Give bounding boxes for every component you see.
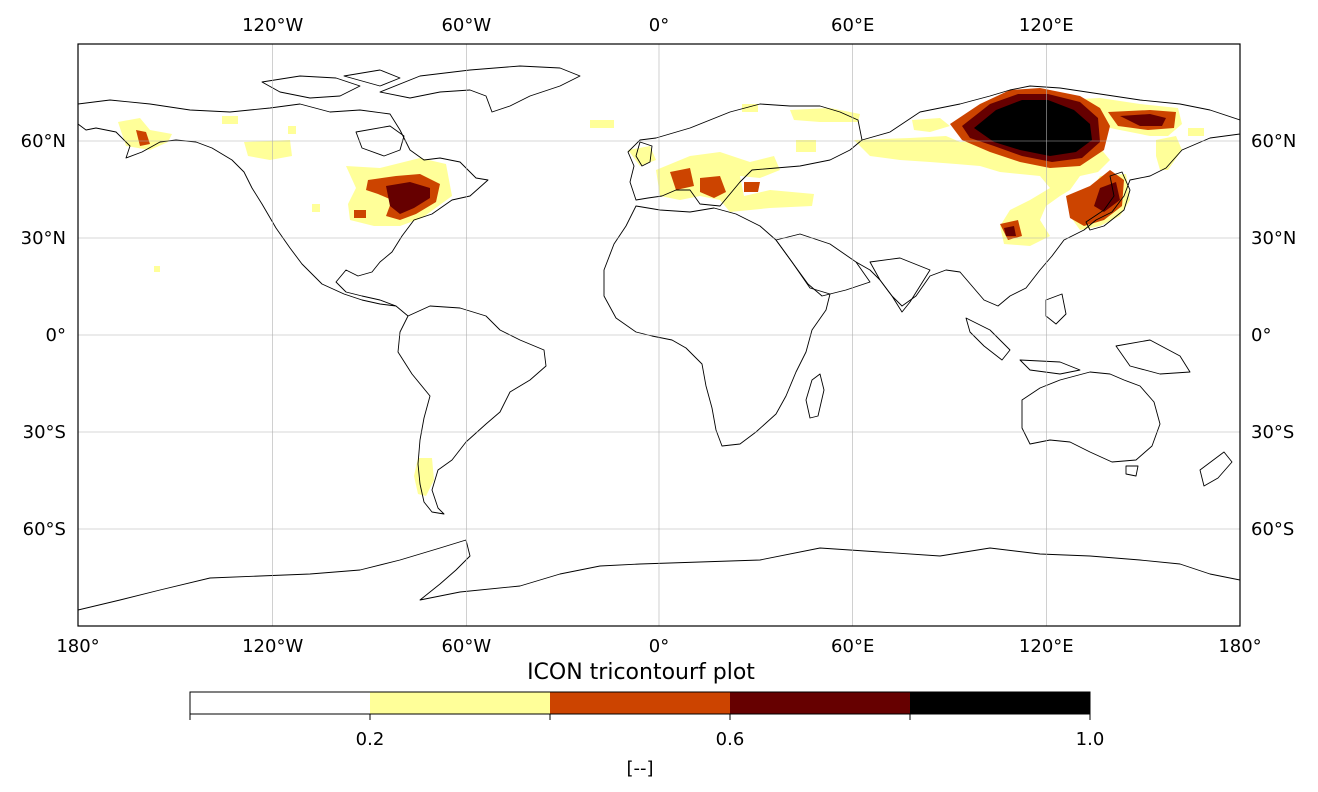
colorbar: 0.2 0.6 1.0 [--] [189, 691, 1105, 779]
lat-tick-label: 60°N [21, 131, 66, 152]
lon-tick-label: 120°E [1019, 636, 1074, 657]
colorbar-frame [189, 691, 1091, 715]
coastlines [78, 65, 1240, 611]
lon-tick-label: 180° [56, 636, 99, 657]
lon-tick-top-label: 60°E [831, 15, 874, 36]
contour-level-max [974, 100, 1092, 156]
lat-tick-right-label: 60°N [1251, 131, 1296, 152]
lon-tick-top-label: 0° [649, 15, 669, 36]
lon-tick-label: 60°E [831, 636, 874, 657]
lon-tick-top-label: 120°W [242, 15, 303, 36]
lat-tick-label: 60°S [23, 519, 66, 540]
lat-tick-label: 30°N [21, 228, 66, 249]
lat-axis-left: 60°N 30°N 0° 30°S 60°S [21, 131, 66, 540]
lon-tick-top-label: 60°W [441, 15, 491, 36]
map-frame [77, 43, 1241, 627]
lon-tick-label: 0° [649, 636, 669, 657]
colorbar-tick-label: 0.2 [356, 729, 385, 750]
colorbar-segment [550, 692, 730, 714]
colorbar-tick-labels: 0.2 0.6 1.0 [356, 729, 1105, 750]
colorbar-tick-label: 0.6 [716, 729, 745, 750]
lon-axis-top: 120°W 60°W 0° 60°E 120°E [242, 15, 1074, 36]
lat-tick-right-label: 30°N [1251, 228, 1296, 249]
colorbar-segment [730, 692, 910, 714]
colorbar-segment [190, 692, 370, 714]
colorbar-label: [--] [626, 758, 653, 779]
lon-axis-bottom: 180° 120°W 60°W 0° 60°E 120°E 180° [56, 636, 1261, 657]
plot-title: ICON tricontourf plot [527, 660, 755, 685]
lat-tick-right-label: 60°S [1251, 519, 1294, 540]
colorbar-segment [910, 692, 1090, 714]
lon-tick-top-label: 120°E [1019, 15, 1074, 36]
lon-tick-label: 180° [1218, 636, 1261, 657]
colorbar-segment [370, 692, 550, 714]
lat-tick-label: 30°S [23, 422, 66, 443]
contour-fill-layer [118, 88, 1204, 496]
lat-axis-right: 60°N 30°N 0° 30°S 60°S [1251, 131, 1296, 540]
lat-tick-label: 0° [46, 325, 66, 346]
colorbar-tick-label: 1.0 [1076, 729, 1105, 750]
lat-tick-right-label: 30°S [1251, 422, 1294, 443]
lon-tick-label: 120°W [242, 636, 303, 657]
gridlines [78, 44, 1240, 626]
lon-tick-label: 60°W [441, 636, 491, 657]
colorbar-ticks [189, 714, 1091, 720]
lat-tick-right-label: 0° [1251, 325, 1271, 346]
